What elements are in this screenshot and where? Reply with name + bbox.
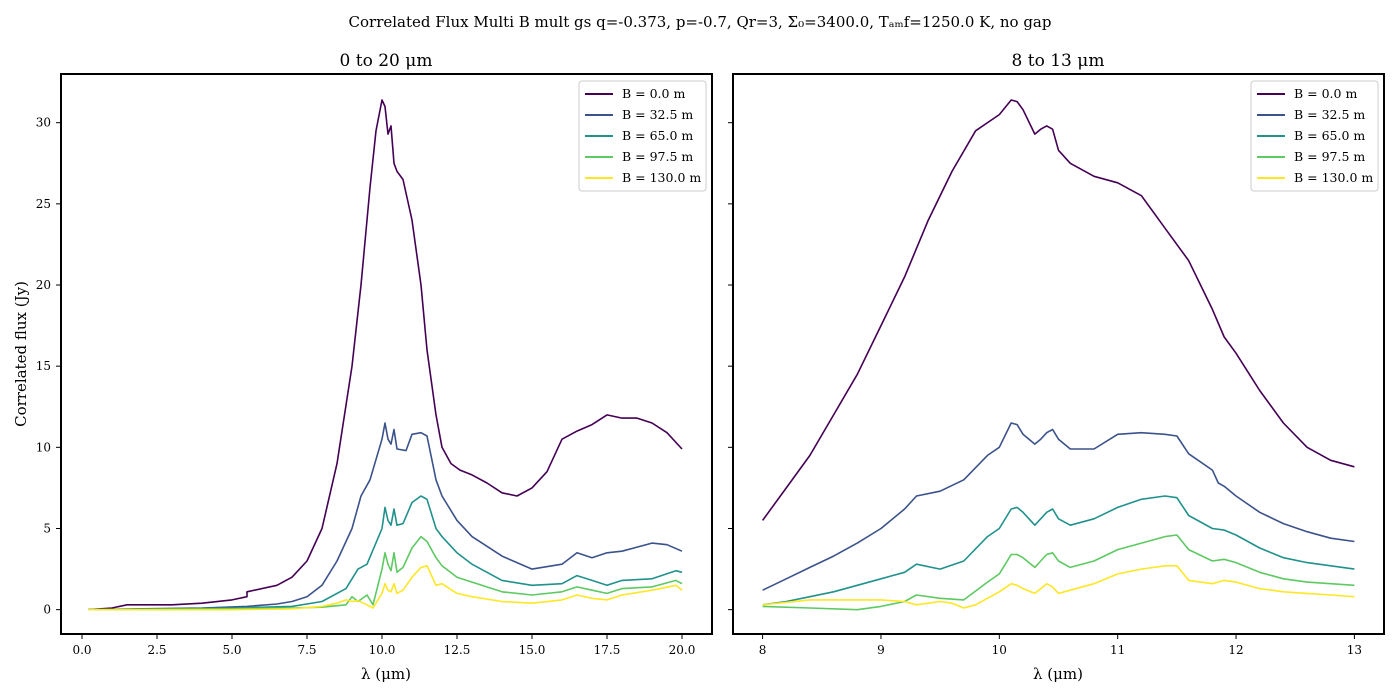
legend-box xyxy=(1250,80,1379,192)
x-tick-label: 2.5 xyxy=(147,643,166,657)
x-tick-label: 7.5 xyxy=(297,643,316,657)
x-tick-label: 12.5 xyxy=(444,643,471,657)
panel-title: 0 to 20 μm xyxy=(340,51,433,71)
legend-label: B = 130.0 m xyxy=(622,170,701,185)
legend-label: B = 65.0 m xyxy=(622,128,693,143)
legend-label: B = 0.0 m xyxy=(622,86,685,101)
y-axis-label: Correlated flux (Jy) xyxy=(12,281,30,427)
series-line-3 xyxy=(87,535,683,611)
legend-box xyxy=(578,80,707,192)
legend-label: B = 97.5 m xyxy=(1294,149,1365,164)
plot-frame xyxy=(732,73,1385,635)
x-tick-label: 17.5 xyxy=(594,643,621,657)
y-tick-label: 10 xyxy=(36,440,51,454)
panel-left: 0 to 20 μm 0.0 2.5 5.0 7.5 10.0 12.5 15.0 17.5 2… xyxy=(12,51,713,683)
x-tick-label: 10.0 xyxy=(369,643,396,657)
panel-title: 8 to 13 μm xyxy=(1012,51,1105,71)
y-tick-label: 25 xyxy=(36,197,51,211)
legend-label: B = 32.5 m xyxy=(622,107,693,122)
x-axis-label: λ (μm) xyxy=(361,665,411,683)
x-tick-label: 10 xyxy=(992,643,1007,657)
x-tick-label: 20.0 xyxy=(669,643,696,657)
series-line-1 xyxy=(762,422,1355,591)
panel-right: 8 to 13 μm 8 9 10 11 12 13 B = 0.0 m B = 32.5 m… xyxy=(728,51,1385,683)
x-tick-label: 5.0 xyxy=(222,643,241,657)
series-line-0 xyxy=(87,99,683,611)
legend-label: B = 97.5 m xyxy=(622,149,693,164)
legend: B = 0.0 m B = 32.5 m B = 65.0 m B = 97.5 m B… xyxy=(578,80,707,192)
series-line-4 xyxy=(762,565,1355,609)
y-tick-label: 20 xyxy=(36,278,51,292)
legend-label: B = 130.0 m xyxy=(1294,170,1373,185)
y-tick-label: 0 xyxy=(43,603,51,617)
x-axis-label: λ (μm) xyxy=(1033,665,1083,683)
y-tick-label: 5 xyxy=(43,521,51,535)
series-line-3 xyxy=(762,534,1355,611)
figure-title: Correlated Flux Multi B mult gs q=-0.373… xyxy=(348,13,1052,31)
legend: B = 0.0 m B = 32.5 m B = 65.0 m B = 97.5 m B… xyxy=(1250,80,1379,192)
y-tick-label: 30 xyxy=(36,116,51,130)
x-tick-label: 8 xyxy=(759,643,767,657)
x-tick-label: 11 xyxy=(1110,643,1125,657)
legend-label: B = 65.0 m xyxy=(1294,128,1365,143)
x-tick-label: 13 xyxy=(1347,643,1362,657)
x-tick-label: 12 xyxy=(1228,643,1243,657)
series-line-2 xyxy=(762,495,1355,606)
x-tick-label: 0.0 xyxy=(72,643,91,657)
legend-label: B = 0.0 m xyxy=(1294,86,1357,101)
series-line-0 xyxy=(761,99,1355,521)
x-tick-label: 15.0 xyxy=(519,643,546,657)
series-line-1 xyxy=(87,422,683,611)
x-tick-label: 9 xyxy=(877,643,885,657)
legend-label: B = 32.5 m xyxy=(1294,107,1365,122)
series-line-2 xyxy=(87,495,683,611)
series-line-4 xyxy=(88,565,683,611)
y-tick-label: 15 xyxy=(36,359,51,373)
plot-frame xyxy=(60,73,713,635)
